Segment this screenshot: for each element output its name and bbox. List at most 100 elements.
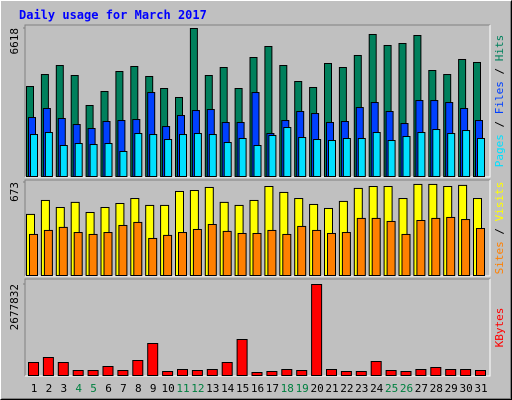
bar	[118, 224, 128, 276]
x-tick-label: 7	[120, 382, 127, 395]
bar	[340, 370, 352, 377]
bar	[311, 284, 323, 376]
bar	[252, 232, 262, 277]
bar	[44, 132, 53, 178]
bar	[355, 370, 367, 377]
bar	[117, 369, 129, 376]
bar	[298, 137, 307, 178]
x-tick-label: 22	[340, 382, 353, 395]
bar	[104, 143, 113, 178]
panel-background	[25, 279, 490, 376]
bar	[370, 360, 382, 377]
x-tick-label: 17	[266, 382, 279, 395]
bar	[401, 233, 411, 276]
bar	[103, 232, 113, 276]
x-tick-label: 11	[176, 382, 189, 395]
y-tick-label: 673	[8, 182, 21, 202]
x-tick-label: 3	[60, 382, 67, 395]
x-tick-label: 19	[296, 382, 309, 395]
bar	[328, 140, 336, 178]
x-tick-label: 29	[445, 382, 458, 395]
bar	[29, 233, 38, 276]
bar	[177, 368, 188, 376]
x-tick-label: 2	[46, 382, 53, 395]
bar	[251, 371, 263, 376]
bar	[192, 228, 202, 277]
bar	[162, 370, 174, 377]
bar	[179, 134, 187, 177]
bar	[416, 220, 426, 276]
bar	[238, 138, 247, 177]
x-tick-label: 5	[90, 382, 97, 395]
x-tick-label: 4	[75, 382, 82, 395]
bar	[400, 370, 412, 377]
bar	[386, 220, 396, 276]
bar	[222, 230, 232, 276]
bar	[237, 232, 247, 277]
x-tick-label: 14	[221, 382, 235, 395]
x-tick-label: 18	[281, 382, 294, 395]
bar	[132, 359, 144, 376]
bar	[385, 369, 397, 376]
bar	[59, 145, 68, 177]
bar	[207, 224, 217, 276]
bar	[327, 232, 336, 277]
x-tick-label: 21	[325, 382, 338, 395]
bar	[148, 237, 158, 276]
bar	[297, 225, 307, 277]
bar	[43, 229, 53, 276]
x-tick-label: 13	[206, 382, 219, 395]
bar	[461, 219, 471, 277]
bar	[356, 217, 366, 277]
legend-separator: /	[493, 114, 506, 134]
bar	[88, 233, 98, 276]
bar	[253, 145, 262, 177]
bar	[30, 134, 38, 177]
bar	[446, 216, 456, 276]
bar	[326, 368, 337, 376]
bar	[371, 217, 381, 277]
bar	[417, 132, 426, 178]
bar	[342, 138, 351, 177]
bar	[282, 233, 292, 276]
bar	[57, 361, 69, 376]
bar	[42, 356, 54, 376]
legend: KBytes	[493, 308, 506, 348]
bar	[147, 342, 159, 376]
bar	[267, 229, 277, 276]
x-tick-label: 10	[161, 382, 174, 395]
bar	[236, 338, 248, 376]
bar	[87, 369, 99, 376]
x-tick-label: 31	[474, 382, 487, 395]
x-tick-label: 6	[105, 382, 112, 395]
bar	[462, 130, 471, 177]
y-tick-label: 6618	[8, 28, 21, 55]
bar	[475, 369, 486, 376]
legend-entry: Sites	[493, 241, 506, 274]
legend-separator: /	[493, 61, 506, 81]
bar	[445, 368, 457, 376]
x-tick-label: 20	[310, 382, 323, 395]
bar	[208, 134, 217, 177]
bar	[89, 144, 98, 178]
bar	[28, 361, 39, 376]
x-tick-label: 15	[236, 382, 249, 395]
legend-entry: KBytes	[493, 308, 506, 348]
bar	[58, 226, 68, 276]
legend-entry: Visits	[493, 182, 506, 222]
x-tick-label: 9	[150, 382, 157, 395]
legend: Sites / Visits	[493, 182, 506, 275]
panel-frame-dark	[24, 24, 490, 177]
x-tick-label: 8	[135, 382, 142, 395]
bar	[178, 232, 187, 276]
bar	[402, 136, 411, 178]
x-tick-label: 24	[370, 382, 384, 395]
bar	[193, 133, 202, 178]
bar	[431, 217, 441, 277]
bar	[268, 135, 277, 178]
bar	[372, 132, 381, 178]
bar	[221, 361, 233, 376]
